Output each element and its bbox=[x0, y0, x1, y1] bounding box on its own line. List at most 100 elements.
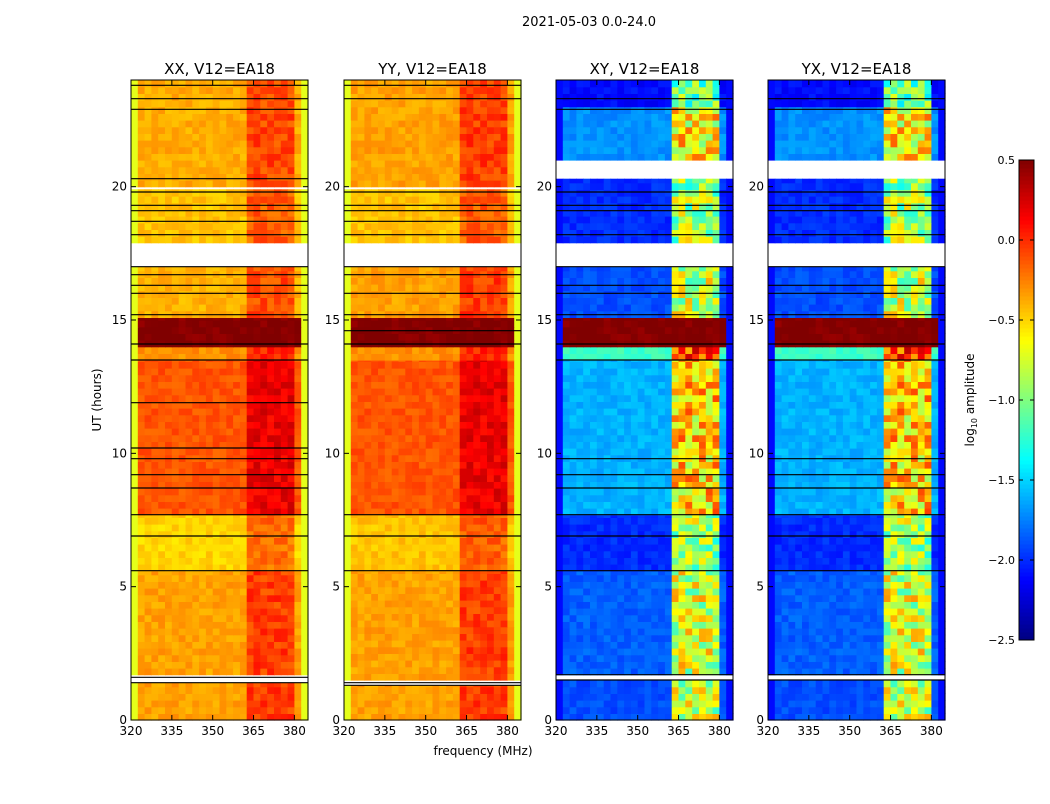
heatmap-cell bbox=[131, 333, 138, 340]
heatmap-cell bbox=[294, 435, 301, 442]
heatmap-cell bbox=[131, 189, 138, 196]
heatmap-cell bbox=[172, 304, 179, 311]
heatmap-cell bbox=[371, 173, 378, 180]
heatmap-cell bbox=[172, 395, 179, 402]
heatmap-cell bbox=[426, 277, 433, 284]
heatmap-cell bbox=[473, 147, 480, 154]
heatmap-cell bbox=[514, 153, 521, 160]
heatmap-cell bbox=[514, 693, 521, 700]
heatmap-cell bbox=[233, 327, 240, 334]
heatmap-cell bbox=[399, 673, 406, 680]
heatmap-cell bbox=[192, 628, 199, 635]
heatmap-cell bbox=[487, 127, 494, 134]
heatmap-cell bbox=[460, 573, 467, 580]
heatmap-cell bbox=[405, 353, 412, 360]
heatmap-cell bbox=[514, 620, 521, 627]
heatmap-cell bbox=[206, 297, 213, 304]
heatmap-cell bbox=[151, 113, 158, 120]
heatmap-cell bbox=[301, 661, 308, 668]
heatmap-cell bbox=[158, 415, 165, 422]
heatmap-cell bbox=[405, 613, 412, 620]
heatmap-cell bbox=[514, 441, 521, 448]
heatmap-cell bbox=[151, 421, 158, 428]
heatmap-cell bbox=[467, 415, 474, 422]
heatmap-cell bbox=[247, 581, 254, 588]
heatmap-cell bbox=[165, 683, 172, 688]
heatmap-cell bbox=[473, 633, 480, 640]
heatmap-cell bbox=[467, 620, 474, 627]
heatmap-cell bbox=[405, 700, 412, 707]
heatmap-cell bbox=[301, 140, 308, 147]
heatmap-cell bbox=[494, 461, 501, 468]
heatmap-cell bbox=[399, 180, 406, 187]
heatmap-cell bbox=[138, 333, 145, 340]
heatmap-cell bbox=[494, 113, 501, 120]
heatmap-cell bbox=[233, 655, 240, 662]
heatmap-cell bbox=[507, 441, 514, 448]
heatmap-cell bbox=[371, 613, 378, 620]
heatmap-cell bbox=[179, 700, 186, 707]
heatmap-cell bbox=[494, 361, 501, 368]
x-axis-label: frequency (MHz) bbox=[433, 744, 532, 758]
heatmap-cell bbox=[199, 700, 206, 707]
heatmap-cell bbox=[344, 381, 351, 388]
heatmap-cell bbox=[487, 593, 494, 600]
heatmap-cell bbox=[220, 524, 227, 531]
heatmap-cell bbox=[301, 120, 308, 127]
heatmap-cell bbox=[487, 196, 494, 203]
heatmap-cell bbox=[460, 113, 467, 120]
heatmap-cell bbox=[385, 361, 392, 368]
heatmap-cell bbox=[378, 580, 385, 587]
heatmap-cell bbox=[199, 120, 206, 127]
heatmap-cell bbox=[267, 687, 274, 694]
heatmap-cell bbox=[412, 87, 419, 94]
heatmap-cell bbox=[254, 557, 261, 564]
heatmap-cell bbox=[473, 388, 480, 395]
heatmap-cell bbox=[179, 615, 186, 622]
heatmap-cell bbox=[514, 707, 521, 714]
heatmap-cell bbox=[172, 203, 179, 210]
heatmap-cell bbox=[226, 203, 233, 210]
heatmap-cell bbox=[351, 537, 358, 544]
heatmap-cell bbox=[179, 80, 186, 87]
heatmap-cell bbox=[480, 353, 487, 360]
heatmap-cell bbox=[281, 537, 288, 544]
heatmap-cell bbox=[199, 495, 206, 502]
heatmap-cell bbox=[301, 461, 308, 468]
heatmap-cell bbox=[494, 613, 501, 620]
heatmap-cell bbox=[426, 593, 433, 600]
heatmap-cell bbox=[501, 216, 508, 223]
heatmap-cell bbox=[220, 575, 227, 582]
heatmap-cell bbox=[206, 435, 213, 442]
heatmap-cell bbox=[371, 180, 378, 187]
heatmap-cell bbox=[460, 693, 467, 700]
heatmap-cell bbox=[392, 488, 399, 495]
heatmap-cell bbox=[364, 100, 371, 107]
heatmap-cell bbox=[385, 593, 392, 600]
heatmap-cell bbox=[274, 80, 281, 87]
heatmap-cell bbox=[473, 408, 480, 415]
heatmap-cell bbox=[344, 448, 351, 455]
heatmap-cell bbox=[507, 687, 514, 694]
heatmap-cell bbox=[301, 216, 308, 223]
heatmap-cell bbox=[480, 707, 487, 714]
heatmap-cell bbox=[467, 551, 474, 558]
heatmap-cell bbox=[165, 267, 172, 272]
heatmap-cell bbox=[274, 517, 281, 524]
heatmap-cell bbox=[480, 173, 487, 180]
heatmap-cell bbox=[206, 683, 213, 688]
heatmap-cell bbox=[399, 573, 406, 580]
heatmap-cell bbox=[453, 353, 460, 360]
heatmap-cell bbox=[247, 216, 254, 223]
heatmap-cell bbox=[226, 408, 233, 415]
heatmap-cell bbox=[267, 655, 274, 662]
heatmap-cell bbox=[233, 153, 240, 160]
heatmap-cell bbox=[473, 277, 480, 284]
heatmap-cell bbox=[165, 693, 172, 700]
heatmap-cell bbox=[412, 80, 419, 87]
heatmap-cell bbox=[294, 655, 301, 662]
heatmap-cell bbox=[385, 320, 392, 327]
heatmap-cell bbox=[199, 668, 206, 675]
heatmap-cell bbox=[186, 140, 193, 147]
heatmap-cell bbox=[233, 297, 240, 304]
